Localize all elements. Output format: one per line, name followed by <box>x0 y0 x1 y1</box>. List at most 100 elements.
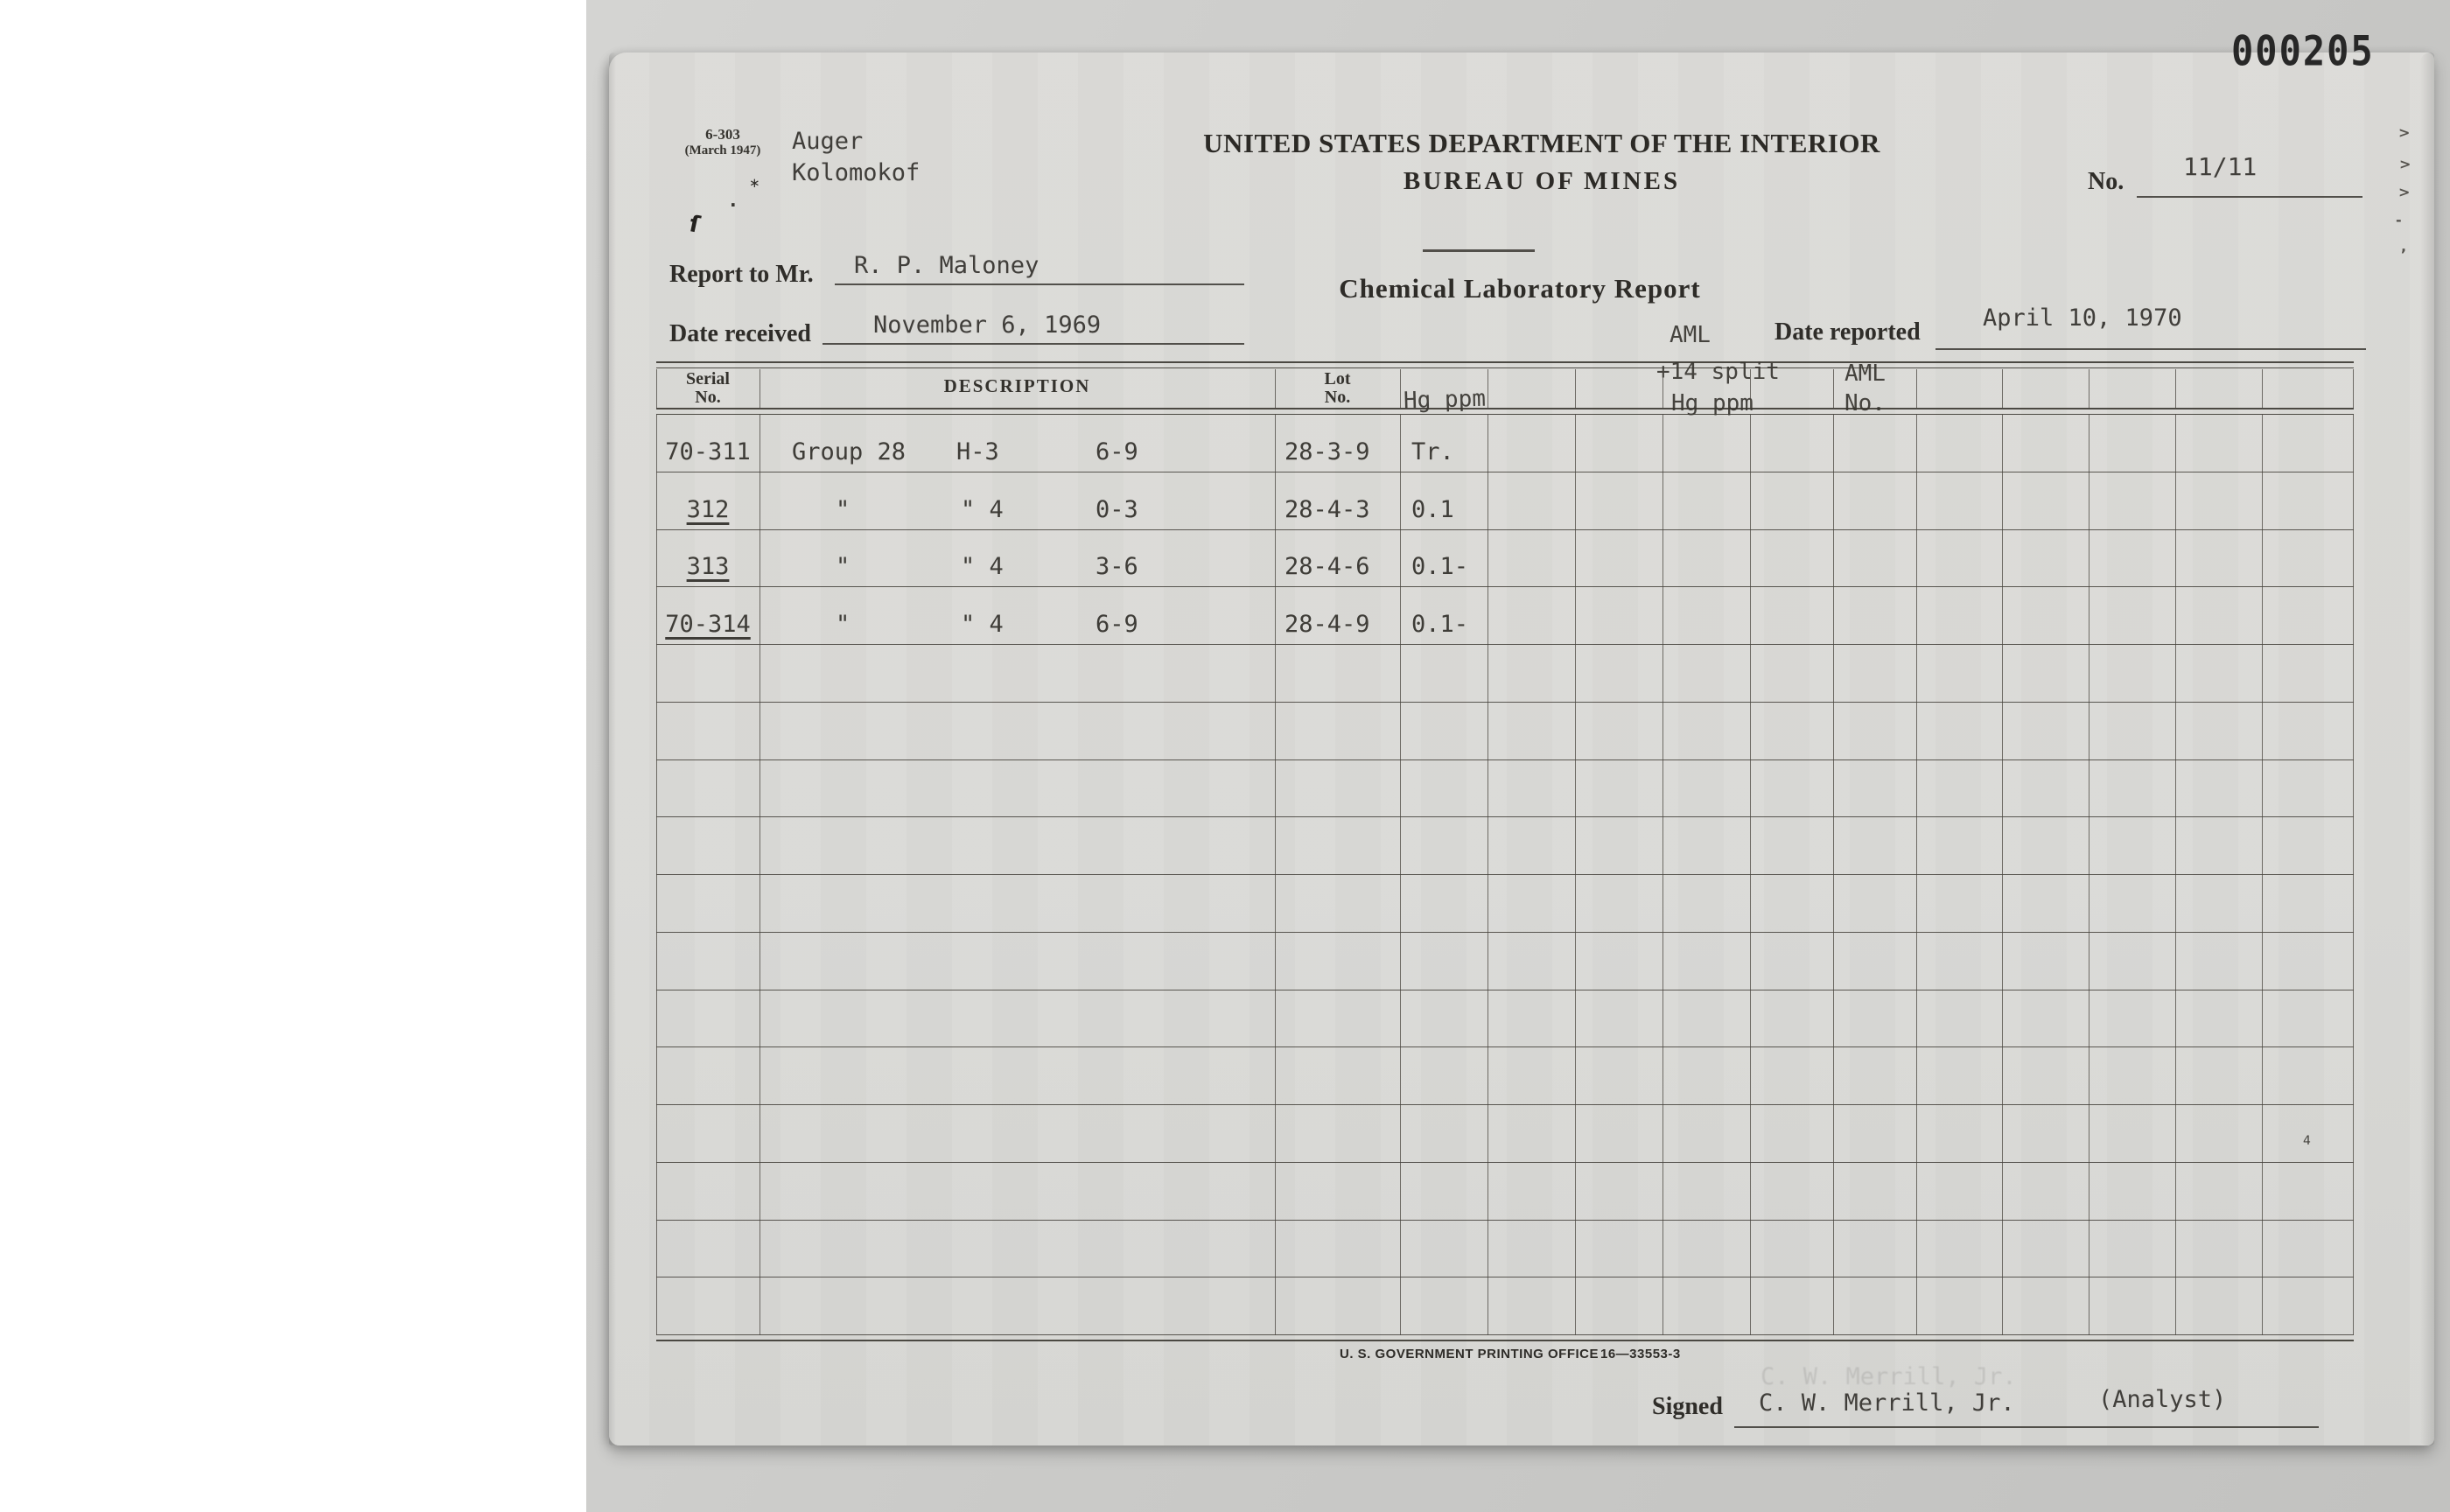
signed-role: (Analyst) <box>2098 1386 2227 1413</box>
description-hole-cell: " 4 <box>961 611 1004 638</box>
table-row-empty <box>656 817 2354 875</box>
ink-mark: ſ <box>687 211 703 239</box>
edge-mark: > <box>2398 124 2411 141</box>
no-label: No. <box>2088 168 2124 195</box>
aml-annotation-line1: AML <box>1670 322 1711 348</box>
no-value: 11/11 <box>2183 152 2258 181</box>
results-table: Serial No. DESCRIPTION Lot No. 70-311 Gro… <box>656 361 2354 1341</box>
aml-annotation-line2: +14 split <box>1656 359 1780 385</box>
grid-line <box>2175 415 2177 1335</box>
date-reported-label: Date reported <box>1774 318 1921 346</box>
lot-cell: 28-4-6 <box>1284 553 1370 581</box>
report-title: Chemical Laboratory Report <box>1339 273 1701 304</box>
ink-mark: ∗ <box>749 175 760 191</box>
hg-value-cell: 0.1- <box>1411 553 1469 581</box>
description-group-cell: " <box>836 553 850 581</box>
serial-header-line1: Serial <box>686 369 730 388</box>
date-received-label: Date received <box>669 320 811 347</box>
grid-line <box>1662 415 1664 1335</box>
description-hole-cell: " 4 <box>961 553 1004 581</box>
description-depth-cell: 6-9 <box>1096 438 1138 466</box>
grid-line <box>1916 415 1918 1335</box>
serial-cell: 313 <box>686 553 730 581</box>
grid-line <box>656 369 658 408</box>
lot-cell: 28-4-9 <box>1284 611 1370 638</box>
grid-line <box>1575 415 1577 1335</box>
lot-cell: 28-4-3 <box>1284 495 1370 523</box>
agency-title-block: UNITED STATES DEPARTMENT OF THE INTERIOR… <box>1104 128 1979 196</box>
date-received-value: November 6, 1969 <box>873 312 1102 339</box>
description-group-cell: " <box>836 495 850 523</box>
description-depth-cell: 3-6 <box>1096 553 1138 581</box>
grid-line <box>1833 369 1835 408</box>
description-depth-cell: 0-3 <box>1096 495 1138 523</box>
report-to-label: Report to Mr. <box>669 261 814 288</box>
hg-value-cell: Tr. <box>1411 438 1454 466</box>
grid-line <box>1662 369 1664 408</box>
table-row-empty <box>656 645 2354 703</box>
grid-line <box>1275 415 1277 1335</box>
date-received-underline <box>822 343 1244 345</box>
edge-mark: , <box>2401 238 2407 255</box>
form-number: 6-303 <box>705 126 740 143</box>
title-rule <box>1423 249 1535 252</box>
grid-line <box>656 415 658 1335</box>
table-row-empty <box>656 933 2354 990</box>
grid-line <box>1833 415 1835 1335</box>
date-reported-underline <box>1936 348 2366 350</box>
grid-line <box>1400 415 1402 1335</box>
bureau-title: BUREAU OF MINES <box>1403 167 1681 195</box>
table-body: 70-311 Group 28 H-3 6-9 28-3-9 Tr. 312 " " 4 0-3 2… <box>656 415 2354 1335</box>
ink-mark: · <box>730 194 737 215</box>
grid-line <box>2262 415 2264 1335</box>
serial-cell: 70-311 <box>665 438 751 466</box>
serial-cell: 312 <box>686 495 730 523</box>
edge-mark: - <box>2396 212 2402 228</box>
hg-value-cell: 0.1- <box>1411 611 1469 638</box>
ink-mark: 4 <box>2303 1134 2311 1148</box>
signed-label: Signed <box>1652 1393 1723 1420</box>
serial-column-header: Serial No. <box>656 370 760 407</box>
grid-line <box>1575 369 1577 408</box>
table-row-empty <box>656 990 2354 1048</box>
table-row-empty <box>656 1221 2354 1278</box>
grid-line <box>2262 369 2264 408</box>
description-group-cell: " <box>836 611 850 638</box>
table-row: 312 " " 4 0-3 28-4-3 0.1 <box>656 472 2354 530</box>
page-number-stamp: 000205 <box>2231 27 2375 75</box>
description-depth-cell: 6-9 <box>1096 611 1138 638</box>
table-row-empty <box>656 1278 2354 1335</box>
department-title: UNITED STATES DEPARTMENT OF THE INTERIOR <box>1203 128 1880 158</box>
signature-ghost-impression: C. W. Merrill, Jr. <box>1760 1363 2017 1390</box>
grid-line <box>656 413 2354 416</box>
grid-line <box>2002 369 2004 408</box>
table-row-empty <box>656 1105 2354 1163</box>
grid-line <box>656 1340 2354 1341</box>
grid-line <box>2002 415 2004 1335</box>
grid-line <box>1750 369 1752 408</box>
lot-cell: 28-3-9 <box>1284 438 1370 466</box>
lot-column-header: Lot No. <box>1275 370 1400 407</box>
table-row: 70-311 Group 28 H-3 6-9 28-3-9 Tr. <box>656 415 2354 472</box>
table-row-empty <box>656 875 2354 933</box>
grid-line <box>2352 415 2354 1335</box>
print-code: 16—33553-3 <box>1600 1347 1681 1362</box>
typed-location: Kolomokof <box>792 159 920 186</box>
date-reported-value: April 10, 1970 <box>1983 304 2182 332</box>
description-hole-cell: H-3 <box>956 438 999 466</box>
lot-header-line1: Lot <box>1324 369 1351 388</box>
grid-line <box>2089 415 2090 1335</box>
report-to-value: R. P. Maloney <box>854 252 1040 279</box>
lot-header-line2: No. <box>1324 388 1351 407</box>
grid-line <box>1750 415 1752 1335</box>
grid-line <box>656 367 2354 369</box>
description-group-cell: Group 28 <box>792 438 906 466</box>
serial-header-line2: No. <box>695 388 721 407</box>
signed-underline <box>1734 1426 2319 1428</box>
table-row-empty <box>656 703 2354 760</box>
edge-mark: > <box>2399 156 2412 172</box>
grid-line <box>1400 369 1402 408</box>
report-form-sheet: 6-303 (March 1947) Auger Kolomokof UNITE… <box>609 27 2434 1446</box>
description-hole-cell: " 4 <box>961 495 1004 523</box>
